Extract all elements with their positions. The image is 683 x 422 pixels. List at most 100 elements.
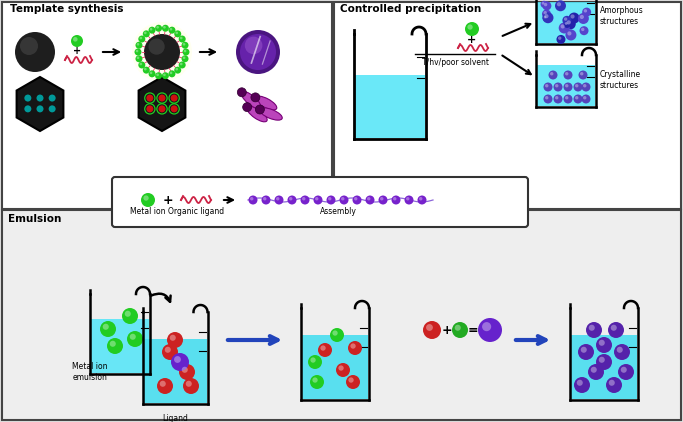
Circle shape xyxy=(339,195,348,205)
Circle shape xyxy=(548,70,557,79)
Polygon shape xyxy=(16,77,64,131)
Circle shape xyxy=(599,357,605,363)
Circle shape xyxy=(563,21,570,28)
Circle shape xyxy=(563,82,572,92)
Circle shape xyxy=(542,1,551,11)
Circle shape xyxy=(139,37,142,39)
Ellipse shape xyxy=(237,88,247,97)
Circle shape xyxy=(183,43,185,46)
Circle shape xyxy=(550,72,553,76)
Circle shape xyxy=(182,49,189,56)
Circle shape xyxy=(169,70,176,77)
Circle shape xyxy=(313,195,322,205)
Circle shape xyxy=(171,106,178,112)
Circle shape xyxy=(169,28,172,30)
Circle shape xyxy=(467,24,473,30)
Circle shape xyxy=(236,30,280,74)
Circle shape xyxy=(566,30,576,41)
Circle shape xyxy=(611,325,617,331)
Circle shape xyxy=(310,357,316,362)
Polygon shape xyxy=(139,77,185,131)
Circle shape xyxy=(25,106,31,112)
Circle shape xyxy=(71,35,83,47)
Circle shape xyxy=(540,1,548,8)
Circle shape xyxy=(557,2,561,6)
Bar xyxy=(355,75,425,138)
Circle shape xyxy=(581,95,591,103)
Text: Ligand
emulsion: Ligand emulsion xyxy=(158,414,193,422)
Circle shape xyxy=(249,195,257,205)
Text: Assembly: Assembly xyxy=(320,208,357,216)
Circle shape xyxy=(162,344,178,360)
Circle shape xyxy=(544,14,548,18)
Circle shape xyxy=(289,197,292,200)
Text: +: + xyxy=(163,194,173,206)
Circle shape xyxy=(365,195,374,205)
Circle shape xyxy=(352,195,361,205)
Circle shape xyxy=(174,67,181,73)
Circle shape xyxy=(288,195,296,205)
Circle shape xyxy=(141,193,155,207)
Circle shape xyxy=(562,16,572,25)
Text: Metal ion: Metal ion xyxy=(130,208,166,216)
Circle shape xyxy=(478,318,502,342)
Circle shape xyxy=(310,375,324,389)
Circle shape xyxy=(162,25,169,32)
Circle shape xyxy=(180,37,182,39)
Circle shape xyxy=(423,321,441,339)
Circle shape xyxy=(588,364,604,380)
Circle shape xyxy=(132,22,192,82)
Text: +: + xyxy=(73,46,81,56)
Circle shape xyxy=(618,364,634,380)
Circle shape xyxy=(417,195,426,205)
Circle shape xyxy=(346,375,360,389)
Text: Metal ion
emulsion: Metal ion emulsion xyxy=(72,362,108,382)
Circle shape xyxy=(276,197,279,200)
Circle shape xyxy=(584,9,587,13)
Circle shape xyxy=(135,49,141,56)
Circle shape xyxy=(568,13,580,24)
Circle shape xyxy=(137,57,139,59)
Circle shape xyxy=(275,195,283,205)
Circle shape xyxy=(544,95,553,103)
Circle shape xyxy=(561,24,565,29)
Circle shape xyxy=(139,35,145,43)
Circle shape xyxy=(130,334,136,340)
Circle shape xyxy=(328,197,331,200)
Ellipse shape xyxy=(241,92,261,108)
Circle shape xyxy=(558,36,561,40)
Circle shape xyxy=(144,32,147,34)
Circle shape xyxy=(146,95,154,102)
Text: +: + xyxy=(467,35,477,45)
Circle shape xyxy=(48,106,55,112)
Circle shape xyxy=(171,95,178,102)
Circle shape xyxy=(350,344,356,349)
Circle shape xyxy=(155,72,162,79)
Circle shape xyxy=(143,195,149,201)
Circle shape xyxy=(564,17,568,21)
Circle shape xyxy=(186,381,192,387)
Circle shape xyxy=(180,62,182,65)
Circle shape xyxy=(336,363,350,377)
Ellipse shape xyxy=(251,93,260,102)
Circle shape xyxy=(580,72,583,76)
Bar xyxy=(537,65,595,106)
Circle shape xyxy=(608,322,624,338)
Circle shape xyxy=(586,322,602,338)
Circle shape xyxy=(452,322,468,338)
Circle shape xyxy=(568,31,572,35)
Circle shape xyxy=(73,37,78,42)
Circle shape xyxy=(341,197,344,200)
Bar xyxy=(302,335,368,399)
Circle shape xyxy=(596,354,612,370)
Circle shape xyxy=(581,347,587,353)
Circle shape xyxy=(262,195,270,205)
Circle shape xyxy=(158,106,165,112)
Circle shape xyxy=(348,377,354,383)
Circle shape xyxy=(419,197,423,200)
Circle shape xyxy=(240,34,276,70)
Circle shape xyxy=(179,62,186,68)
Circle shape xyxy=(169,27,176,34)
Circle shape xyxy=(348,341,362,355)
Circle shape xyxy=(148,38,165,55)
